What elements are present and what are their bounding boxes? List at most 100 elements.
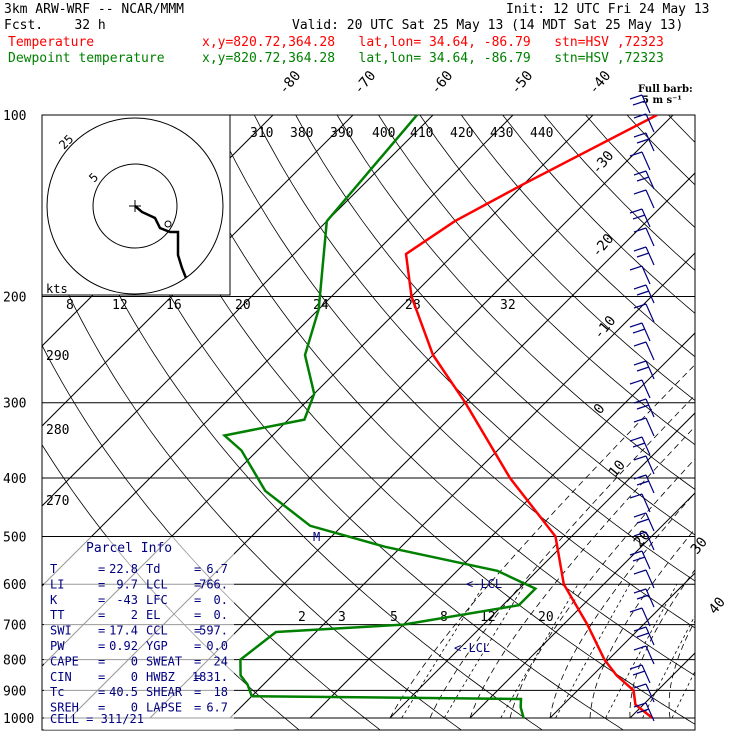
parcel-value: 766. [199,577,228,591]
isotherm-line [42,115,514,587]
wind-barb-staff [645,227,655,247]
wind-barb-staff [645,341,655,361]
isotherm-line [229,252,695,719]
wind-barb-flag [633,341,647,347]
parcel-key: SREH [50,701,79,715]
moist-adiabat [549,492,695,719]
parcel-value: 0. [214,608,228,622]
temperature-tick-label: 30 [688,534,711,557]
moist-adiabat [429,394,695,719]
parcel-key: LFC [146,593,168,607]
pressure-tick-label: 600 [3,578,26,593]
wind-barb-flag [636,404,650,410]
wind-barb-staff [645,455,655,475]
pressure-tick-label: 900 [3,684,26,699]
mixing-ratio-label: 12 [112,298,128,313]
temperature-tick-label: -60 [428,68,457,98]
wind-barb-staff [641,322,651,342]
wind-barb [633,588,655,608]
wind-barb [633,246,655,266]
isotherm-line [42,115,354,427]
wind-barb-staff [641,550,651,570]
wind-barb [633,702,655,722]
parcel-value: 6.7 [206,701,228,715]
wind-barb-flag [633,246,647,252]
wind-barb-staff [645,702,655,722]
wind-barb-staff [645,284,655,304]
dry-adiabat [212,115,695,629]
wind-barb [629,208,651,228]
moist-adiabat [589,528,695,719]
parcel-value: 18 [214,685,228,699]
theta-label: 390 [330,126,353,141]
mixing-ratio-label: 12 [480,610,496,625]
wind-barb [633,341,655,361]
wind-barb-staff [645,626,655,646]
parcel-key: CIN [50,670,72,684]
dewpoint-location: x,y=820.72,364.28 lat,lon= 34.64, -86.79… [202,51,664,66]
parcel-value: 0.92 [109,639,138,653]
wind-barb-flag [633,683,647,689]
wind-barb-flag [633,284,647,290]
dry-adiabat [336,115,695,490]
parcel-eq: = [194,593,201,607]
parcel-value: 597. [199,624,228,638]
parcel-eq: = [194,701,201,715]
wind-barb-flag [636,594,650,600]
temperature-location: x,y=820.72,364.28 lat,lon= 34.64, -86.79… [202,35,664,50]
pressure-tick-label: 700 [3,619,26,634]
dry-adiabat [543,115,695,271]
wind-barb-staff [645,189,655,209]
mixing-ratio-label: 32 [500,298,516,313]
theta-label: 280 [46,423,69,438]
parcel-key: LAPSE [146,701,182,715]
wind-barb-flag [633,417,647,423]
parcel-value: 24 [214,654,228,668]
dry-adiabat [502,115,695,314]
wind-barb [633,645,655,665]
parcel-key: SWEAT [146,654,182,668]
parcel-value: 0 [131,701,138,715]
mixing-ratio-line [605,584,678,719]
mixing-ratio-label: 3 [338,610,346,625]
wind-barb-staff [645,170,655,190]
temperature-tick-label: 20 [631,527,654,550]
wind-barb-flag [633,645,647,651]
parcel-value: 2 [131,608,138,622]
wind-barb-flag [633,113,647,119]
temperature-tick-label: 10 [606,457,629,480]
parcel-key: T [50,562,57,576]
mixing-ratio-line [401,583,485,719]
wind-barb-staff [645,303,655,323]
parcel-value: 0 [131,670,138,684]
mixing-ratio-label: 24 [313,298,329,313]
wind-barb-flag [629,322,643,328]
wind-barb-flag [636,518,650,524]
wind-barb-flag [633,398,647,404]
parcel-eq: = [98,670,105,684]
dry-adiabat [460,115,695,358]
parcel-value: 1831. [192,670,228,684]
temperature-tick-label: -70 [351,68,380,98]
wind-barb-staff [645,398,655,418]
wind-barb-flag [629,379,643,385]
theta-label: 400 [372,126,395,141]
wind-barb-flag [629,493,643,499]
wind-barb-flag [633,512,647,518]
parcel-eq: = [98,624,105,638]
theta-label: 290 [46,349,69,364]
wind-barb-flag [632,556,646,562]
wind-barb [629,265,651,285]
pressure-tick-label: 1000 [3,712,34,727]
parcel-eq: = [194,654,201,668]
wind-barbs [629,94,655,722]
wind-barb-staff [645,474,655,494]
wind-barb [633,227,655,247]
m-marker: M [313,530,320,544]
hodograph-units: kts [46,282,68,296]
wind-barb-flag [629,94,643,100]
parcel-key: SWI [50,624,72,638]
wind-barb-staff [645,113,655,133]
